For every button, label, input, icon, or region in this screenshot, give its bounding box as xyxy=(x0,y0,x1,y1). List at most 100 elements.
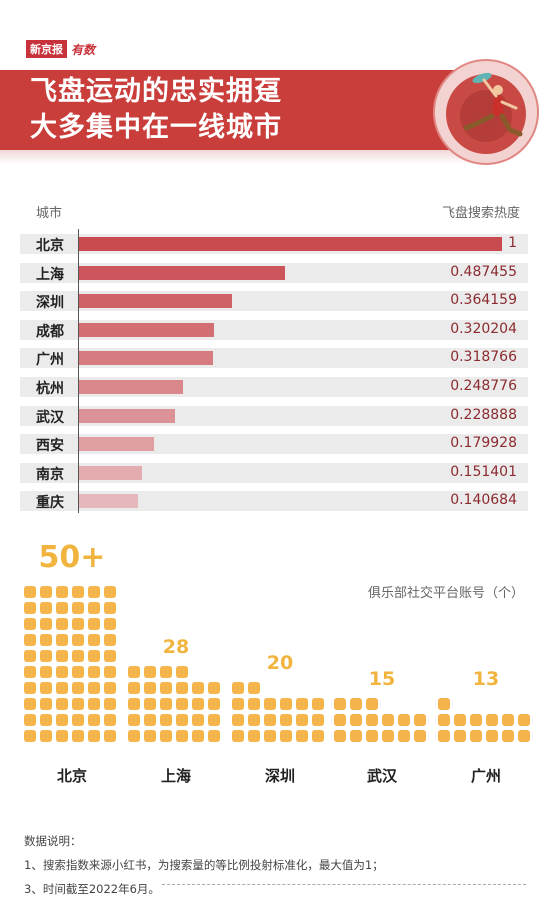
club-block xyxy=(56,586,68,598)
club-block xyxy=(72,586,84,598)
bar-row: 成都 0.320204 xyxy=(20,319,528,340)
club-value-label: 50+ xyxy=(38,540,106,575)
bar-row: 南京 0.151401 xyxy=(20,462,528,483)
club-block xyxy=(334,698,346,710)
bar-city-label: 武汉 xyxy=(36,409,64,426)
club-block xyxy=(518,730,530,742)
club-block xyxy=(248,698,260,710)
club-block xyxy=(72,698,84,710)
club-block xyxy=(208,698,220,710)
bar xyxy=(78,322,214,337)
bar xyxy=(78,408,176,423)
bar-chart-value-header: 飞盘搜索热度 xyxy=(441,206,520,221)
club-block xyxy=(208,730,220,742)
bar xyxy=(78,494,138,509)
club-block xyxy=(104,602,116,614)
club-block xyxy=(176,666,188,678)
bar-value-label: 0.151401 xyxy=(450,463,517,480)
bar-city-label: 北京 xyxy=(36,238,64,254)
club-block xyxy=(248,682,260,694)
club-block xyxy=(176,682,188,694)
bar xyxy=(78,265,285,280)
bar-row: 深圳 0.364159 xyxy=(20,291,528,312)
club-block xyxy=(144,682,156,694)
title-line-1: 飞盘运动的忠实拥趸 xyxy=(30,76,282,107)
bar-city-label: 广州 xyxy=(36,352,64,369)
club-block xyxy=(56,650,68,662)
bar-city-label: 上海 xyxy=(36,266,64,283)
club-block xyxy=(414,730,426,742)
bar-value-label: 0.487455 xyxy=(450,263,517,280)
club-block xyxy=(56,666,68,678)
club-block xyxy=(382,730,394,742)
club-block xyxy=(104,650,116,662)
club-block xyxy=(486,730,498,742)
bar-chart-x-header: 城市 xyxy=(36,206,63,221)
club-block xyxy=(104,634,116,646)
club-block xyxy=(470,730,482,742)
bar-row: 上海 0.487455 xyxy=(20,262,528,283)
logo-brand: 新京报 xyxy=(26,40,67,58)
bar-value-label: 0.179928 xyxy=(450,435,517,452)
club-city-label: 北京 xyxy=(56,767,87,785)
club-block xyxy=(104,666,116,678)
bar-row: 北京 1 xyxy=(20,234,528,254)
club-block xyxy=(192,714,204,726)
club-block xyxy=(24,682,36,694)
club-chart-title: 俱乐部社交平台账号（个） xyxy=(367,586,524,601)
club-block xyxy=(502,730,514,742)
logo: 新京报 有数 xyxy=(26,40,95,58)
bar-value-label: 0.228888 xyxy=(450,406,517,423)
club-block xyxy=(334,714,346,726)
title-banner xyxy=(0,70,470,150)
club-block xyxy=(350,714,362,726)
club-block xyxy=(264,714,276,726)
club-block xyxy=(40,666,52,678)
club-block xyxy=(88,650,100,662)
club-block xyxy=(144,714,156,726)
notes-divider xyxy=(162,884,526,885)
club-block xyxy=(232,730,244,742)
club-block xyxy=(24,602,36,614)
club-block xyxy=(24,586,36,598)
club-block xyxy=(502,714,514,726)
club-block xyxy=(232,698,244,710)
club-block xyxy=(72,682,84,694)
club-block xyxy=(176,714,188,726)
club-block xyxy=(56,682,68,694)
club-value-label: 28 xyxy=(162,636,190,658)
club-block xyxy=(382,714,394,726)
club-block xyxy=(398,714,410,726)
club-block xyxy=(24,698,36,710)
club-block xyxy=(40,634,52,646)
bar-value-label: 0.320204 xyxy=(450,320,517,337)
bar-row: 西安 0.179928 xyxy=(20,434,528,455)
club-block xyxy=(414,714,426,726)
club-block xyxy=(438,714,450,726)
club-block xyxy=(208,714,220,726)
club-block xyxy=(40,698,52,710)
club-block xyxy=(40,730,52,742)
club-block xyxy=(264,698,276,710)
club-block xyxy=(72,602,84,614)
club-value-label: 13 xyxy=(472,668,500,690)
bar xyxy=(78,465,143,480)
club-block xyxy=(366,698,378,710)
club-block xyxy=(160,730,172,742)
club-block xyxy=(312,730,324,742)
club-block xyxy=(88,666,100,678)
bar-city-label: 重庆 xyxy=(36,495,64,512)
club-block xyxy=(160,682,172,694)
club-block xyxy=(248,714,260,726)
club-block xyxy=(104,730,116,742)
club-block xyxy=(296,730,308,742)
club-block xyxy=(454,730,466,742)
club-block xyxy=(72,730,84,742)
club-block xyxy=(280,730,292,742)
club-block xyxy=(470,714,482,726)
bar-row: 武汉 0.228888 xyxy=(20,405,528,426)
club-block xyxy=(144,698,156,710)
club-block xyxy=(88,682,100,694)
club-block xyxy=(128,698,140,710)
club-block xyxy=(208,682,220,694)
